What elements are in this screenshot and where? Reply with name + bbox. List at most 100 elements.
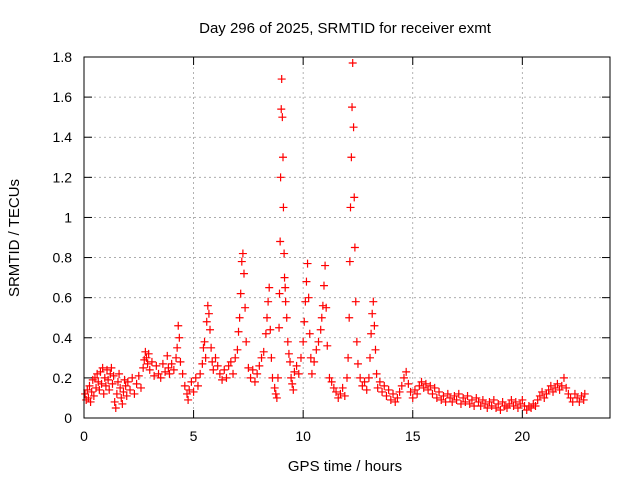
data-point <box>284 349 293 358</box>
data-point <box>562 383 571 392</box>
data-point <box>344 353 353 362</box>
data-point <box>540 393 549 402</box>
data-point <box>345 313 354 322</box>
data-point <box>303 259 312 268</box>
data-point <box>264 297 273 306</box>
data-point <box>424 385 433 394</box>
data-point <box>529 399 538 408</box>
data-point <box>300 317 309 326</box>
data-point <box>113 377 122 386</box>
data-point <box>546 381 555 390</box>
data-point <box>198 359 207 368</box>
data-point <box>428 389 437 398</box>
data-point <box>577 391 586 400</box>
data-point <box>183 389 192 398</box>
data-point <box>82 395 91 404</box>
data-point <box>94 377 103 386</box>
chart-title: Day 296 of 2025, SRMTID for receiver exm… <box>199 20 492 37</box>
data-point <box>384 385 393 394</box>
x-tick-label: 10 <box>295 428 311 444</box>
y-tick-label: 0.8 <box>53 250 73 266</box>
data-point <box>81 389 90 398</box>
data-point <box>220 365 229 374</box>
data-point <box>271 389 280 398</box>
x-tick-label: 5 <box>190 428 198 444</box>
data-point <box>145 365 154 374</box>
data-point <box>415 381 424 390</box>
data-point <box>296 353 305 362</box>
data-point <box>141 347 150 356</box>
data-point <box>360 377 369 386</box>
data-point <box>395 387 404 396</box>
data-point <box>206 325 215 334</box>
data-point <box>275 323 284 332</box>
data-point <box>191 373 200 382</box>
data-point <box>310 357 319 366</box>
data-point <box>323 341 332 350</box>
data-point <box>507 395 516 404</box>
y-tick-label: 0 <box>64 410 72 426</box>
data-point <box>446 393 455 402</box>
data-point <box>184 395 193 404</box>
data-point <box>279 153 288 162</box>
data-point <box>358 381 367 390</box>
data-point <box>580 389 589 398</box>
data-point <box>270 383 279 392</box>
data-point <box>329 383 338 392</box>
data-point <box>267 353 276 362</box>
data-point <box>286 357 295 366</box>
data-point <box>90 373 99 382</box>
y-tick-label: 0.6 <box>53 290 73 306</box>
data-point <box>136 383 145 392</box>
data-point <box>513 403 522 412</box>
data-point <box>150 371 159 380</box>
data-point <box>123 377 132 386</box>
data-point <box>101 381 110 390</box>
data-point <box>533 395 542 404</box>
data-point <box>108 379 117 388</box>
data-point <box>306 353 315 362</box>
data-point <box>352 337 361 346</box>
data-point <box>496 405 505 414</box>
data-point <box>305 329 314 338</box>
data-point <box>257 353 266 362</box>
data-point <box>555 385 564 394</box>
data-point <box>233 345 242 354</box>
data-point <box>369 297 378 306</box>
data-point <box>261 329 270 338</box>
data-point <box>336 389 345 398</box>
data-point <box>317 313 326 322</box>
axis-ticks: 0 0.2 0.4 0.6 0.8 1 1.2 1.4 1.6 1.8 0 5 10 15 20 <box>53 49 610 444</box>
data-point <box>266 325 275 334</box>
data-point <box>579 395 588 404</box>
data-point <box>397 381 406 390</box>
data-point <box>98 363 107 372</box>
data-point <box>172 353 181 362</box>
data-point <box>459 393 468 402</box>
data-point <box>97 379 106 388</box>
data-point <box>294 369 303 378</box>
data-point <box>349 123 358 132</box>
data-point <box>263 313 272 322</box>
data-point <box>290 367 299 376</box>
data-point <box>509 401 518 410</box>
data-point <box>282 313 291 322</box>
data-point <box>134 371 143 380</box>
data-point <box>279 203 288 212</box>
data-point <box>85 381 94 390</box>
data-point <box>287 373 296 382</box>
data-point <box>372 369 381 378</box>
data-point <box>147 357 156 366</box>
data-point <box>202 317 211 326</box>
data-point <box>187 377 196 386</box>
data-point <box>288 379 297 388</box>
data-point <box>231 353 240 362</box>
data-point <box>242 337 251 346</box>
data-point <box>489 395 498 404</box>
y-tick-label: 0.2 <box>53 370 73 386</box>
data-point <box>238 249 247 258</box>
data-point <box>322 303 331 312</box>
data-point <box>549 387 558 396</box>
data-point <box>343 373 351 382</box>
data-point <box>399 373 408 382</box>
